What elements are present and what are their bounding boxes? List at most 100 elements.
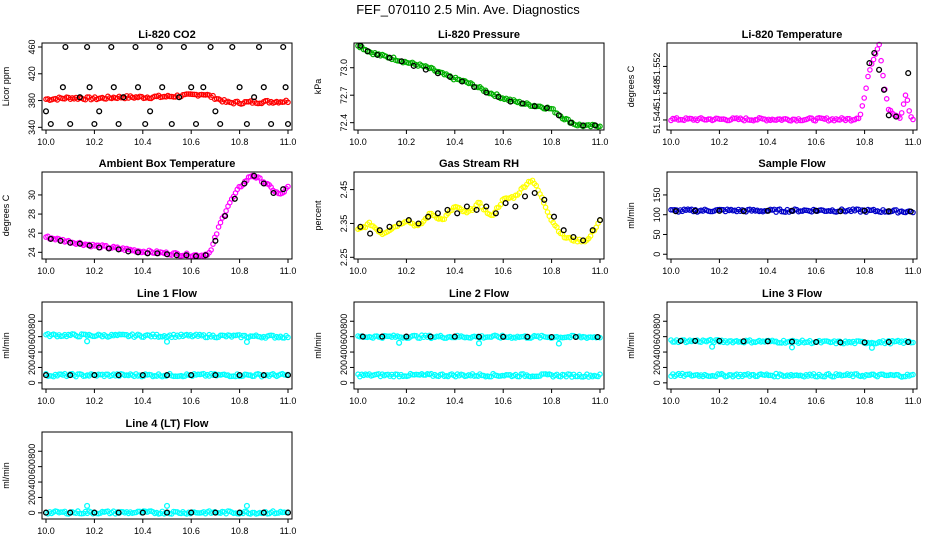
data-point [260, 84, 267, 91]
data-point [163, 502, 171, 509]
data-point [813, 338, 820, 346]
data-point [144, 250, 151, 257]
chart-panel-pressure: Li-820 Pressure kPa 10.0 10.2 10.4 10.6 10.8 11… [313, 29, 608, 147]
data-point [200, 84, 207, 91]
data-point [677, 337, 684, 344]
x-tick-label: 10.0 [37, 137, 55, 147]
data-point [900, 101, 907, 107]
data-point [183, 252, 190, 259]
data-point [716, 116, 723, 123]
data-point [837, 208, 844, 215]
y-tick-label: 400 [27, 475, 37, 490]
series-samples [357, 189, 604, 244]
y-tick-label: 50 [652, 229, 662, 239]
data-point [247, 333, 254, 339]
series-samples [359, 333, 601, 341]
data-point [147, 108, 154, 115]
x-tick-label: 11.0 [592, 396, 609, 406]
data-point [594, 333, 601, 341]
x-tick-label: 10.8 [231, 526, 249, 536]
data-point [692, 337, 699, 344]
data-point [853, 115, 860, 122]
data-point [212, 108, 219, 115]
data-point [867, 67, 873, 73]
x-tick-label: 11.0 [905, 137, 922, 147]
y-tick-label: 800 [27, 444, 37, 459]
data-point [483, 203, 490, 210]
data-point [580, 122, 587, 129]
data-point [692, 207, 699, 214]
chart-panel-line3: Line 3 Flow ml/min 10.0 10.2 10.4 10.6 10.8 11.… [626, 288, 921, 406]
data-point [163, 338, 171, 345]
data-point [115, 509, 122, 516]
data-point [115, 246, 122, 253]
chart-panel-temperature: Li-820 Temperature degrees C 10.0 10.2 10.4 1… [626, 29, 921, 147]
data-point [541, 196, 548, 203]
y-tick-label: 51.544 [652, 106, 662, 134]
x-tick-label: 10.2 [711, 266, 729, 276]
data-point [364, 48, 371, 55]
data-point [788, 338, 796, 345]
y-tick-label: 600 [27, 459, 37, 474]
y-tick-label: 0 [652, 380, 662, 385]
data-point [548, 333, 555, 341]
data-point [202, 334, 209, 341]
data-point [212, 237, 219, 244]
x-tick-label: 10.4 [759, 396, 777, 406]
x-tick-label: 10.8 [856, 266, 874, 276]
data-point [231, 195, 238, 202]
y-tick-label: 51.552 [652, 53, 662, 81]
data-point [386, 223, 393, 230]
x-tick-label: 10.8 [543, 266, 561, 276]
x-tick-label: 11.0 [905, 396, 922, 406]
data-point [746, 117, 753, 123]
series-dips [84, 338, 250, 346]
data-point [163, 509, 171, 516]
series-mean [43, 330, 291, 341]
plot-frame [666, 301, 918, 390]
data-point [592, 122, 599, 129]
data-point [885, 208, 892, 215]
data-point [76, 240, 83, 247]
y-axis-label: ml/min [626, 332, 636, 359]
data-point [86, 84, 93, 91]
y-tick-label: 460 [27, 39, 37, 54]
x-tick-label: 10.6 [182, 137, 200, 147]
y-tick-label: 2.45 [339, 181, 349, 199]
x-tick-label: 10.4 [759, 137, 777, 147]
data-point [57, 237, 64, 244]
y-tick-label: 400 [339, 345, 349, 360]
data-point [188, 84, 195, 91]
data-point [910, 116, 916, 123]
data-point [67, 509, 74, 516]
plot-frame [41, 42, 293, 131]
data-point [885, 112, 892, 119]
y-tick-label: 800 [27, 314, 37, 329]
y-axis-label: kPa [313, 79, 323, 95]
data-point [243, 120, 250, 128]
data-point [874, 46, 881, 52]
data-point [212, 509, 219, 516]
x-tick-label: 10.0 [662, 396, 680, 406]
data-point [59, 84, 66, 91]
x-tick-label: 10.4 [134, 396, 152, 406]
series-mean [668, 41, 916, 124]
data-point [376, 227, 383, 234]
y-tick-label: 30 [27, 190, 37, 200]
x-tick-label: 10.6 [807, 137, 825, 147]
x-tick-label: 10.2 [86, 266, 104, 276]
x-tick-label: 11.0 [280, 266, 297, 276]
data-point [134, 84, 142, 91]
data-point [251, 94, 258, 101]
chart-panel-rh: Gas Stream RH percent 10.0 10.2 10.4 10.6 10.8… [313, 158, 608, 276]
data-point [159, 84, 166, 91]
data-point [163, 251, 171, 258]
y-tick-label: 200 [652, 360, 662, 375]
data-point [910, 371, 916, 378]
data-point [200, 92, 207, 98]
x-tick-label: 10.8 [856, 137, 874, 147]
data-point [217, 120, 224, 128]
x-tick-label: 10.2 [711, 396, 729, 406]
data-point [84, 338, 91, 345]
data-point [486, 373, 493, 380]
